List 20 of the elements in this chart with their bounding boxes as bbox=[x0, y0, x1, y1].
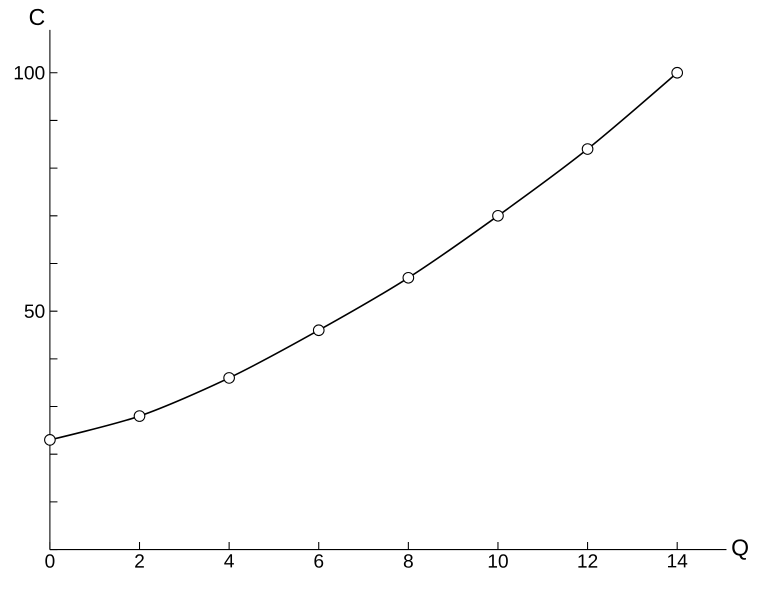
point bbox=[492, 210, 504, 222]
x-tick-label: 6 bbox=[314, 554, 324, 568]
x-tick-label: 14 bbox=[668, 554, 688, 568]
y-tick-label: 50 bbox=[24, 304, 44, 318]
point bbox=[44, 434, 56, 446]
x-tick-label: 0 bbox=[45, 554, 54, 568]
x-axis-title: Q bbox=[732, 539, 748, 560]
point bbox=[402, 272, 414, 284]
x-tick-label: 4 bbox=[224, 554, 234, 568]
point bbox=[671, 66, 684, 79]
point bbox=[312, 324, 325, 336]
x-tick-label: 10 bbox=[488, 554, 508, 568]
x-tick-label: 12 bbox=[578, 554, 598, 568]
point bbox=[223, 372, 235, 384]
point bbox=[582, 143, 594, 155]
y-axis-title: C bbox=[30, 8, 44, 26]
x-tick-label: 2 bbox=[135, 554, 144, 568]
point bbox=[134, 410, 146, 422]
x-tick-label: 8 bbox=[404, 554, 413, 568]
y-tick-label: 100 bbox=[14, 66, 44, 80]
